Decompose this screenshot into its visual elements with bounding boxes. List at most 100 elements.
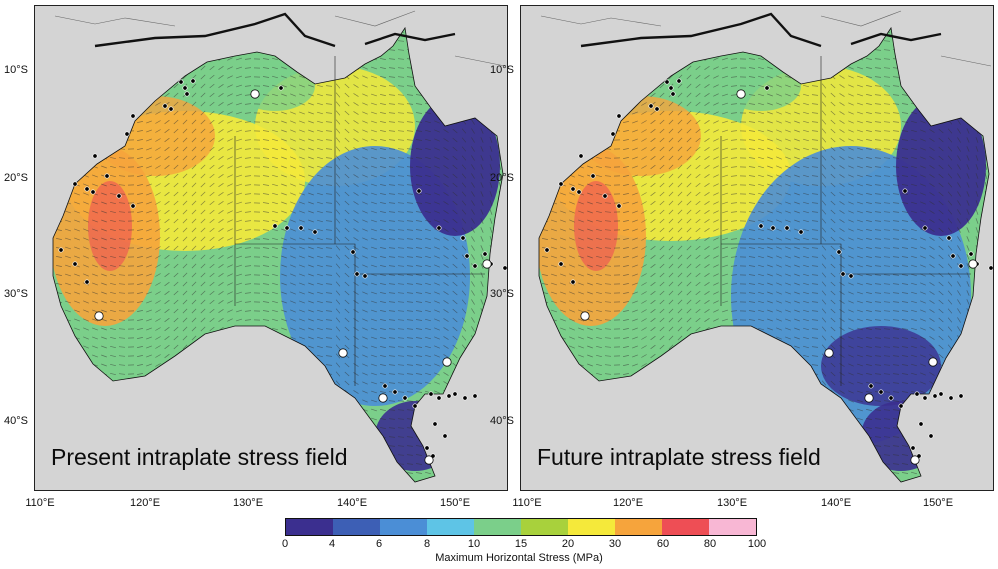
earthquake-marker: [668, 85, 674, 91]
earthquake-marker: [938, 391, 944, 397]
lon-tick-label: 150°E: [922, 497, 954, 509]
lon-tick-label: 110°E: [25, 497, 55, 509]
earthquake-marker: [836, 249, 842, 255]
plate-boundary: [580, 12, 942, 48]
earthquake-marker: [922, 225, 928, 231]
earthquake-marker: [90, 189, 96, 195]
earthquake-marker: [272, 223, 278, 229]
colorbar-tick: 30: [608, 538, 622, 550]
earthquake-marker: [350, 249, 356, 255]
earthquake-marker: [436, 395, 442, 401]
colorbar-tick: 10: [467, 538, 481, 550]
earthquake-marker: [84, 279, 90, 285]
lon-tick-label: 120°E: [612, 497, 644, 509]
lon-tick-label: 130°E: [716, 497, 748, 509]
earthquake-marker: [354, 271, 360, 277]
lat-tick-label: 10°S: [490, 64, 514, 76]
plate-boundary: [94, 12, 456, 48]
earthquake-marker: [898, 403, 904, 409]
earthquake-marker: [436, 225, 442, 231]
earthquake-marker: [648, 103, 654, 109]
stress-region-extreme: [88, 181, 132, 271]
earthquake-marker: [888, 395, 894, 401]
earthquake-marker: [654, 106, 660, 112]
earthquake-marker: [424, 445, 430, 451]
earthquake-marker: [928, 433, 934, 439]
earthquake-marker: [558, 261, 564, 267]
city-marker: [968, 259, 978, 269]
colorbar-tick: 15: [514, 538, 528, 550]
colorbar-title: Maximum Horizontal Stress (MPa): [435, 552, 603, 564]
colorbar-segment: [568, 519, 615, 535]
earthquake-marker: [362, 273, 368, 279]
colorbar-segment: [521, 519, 568, 535]
city-marker: [824, 348, 834, 358]
lon-tick-label: 140°E: [820, 497, 852, 509]
earthquake-marker: [482, 251, 488, 257]
earthquake-marker: [92, 153, 98, 159]
earthquake-marker: [910, 445, 916, 451]
earthquake-marker: [162, 103, 168, 109]
earthquake-marker: [664, 79, 670, 85]
earthquake-marker: [472, 263, 478, 269]
earthquake-marker: [616, 113, 622, 119]
earthquake-marker: [948, 395, 954, 401]
colorbar-segment: [709, 519, 756, 535]
city-marker: [928, 357, 938, 367]
stress-map-present: [35, 6, 507, 490]
earthquake-marker: [278, 85, 284, 91]
earthquake-marker: [868, 383, 874, 389]
lon-tick-label: 140°E: [336, 497, 368, 509]
earthquake-marker: [412, 403, 418, 409]
earthquake-marker: [616, 203, 622, 209]
earthquake-marker: [284, 225, 290, 231]
earthquake-marker: [576, 189, 582, 195]
city-marker: [442, 357, 452, 367]
city-marker: [910, 455, 920, 465]
city-marker: [580, 311, 590, 321]
colorbar-segment: [615, 519, 662, 535]
earthquake-marker: [764, 85, 770, 91]
earthquake-marker: [958, 393, 964, 399]
stress-map-future: [521, 6, 993, 490]
colorbar-segment: [427, 519, 474, 535]
stress-orientation-ticks: [539, 29, 988, 482]
earthquake-marker: [610, 131, 616, 137]
lat-tick-label: 10°S: [4, 64, 28, 76]
panel-label: Present intraplate stress field: [51, 444, 348, 470]
earthquake-marker: [758, 223, 764, 229]
earthquake-marker: [428, 391, 434, 397]
map-panel-present: Present intraplate stress field: [34, 5, 508, 491]
earthquake-marker: [590, 173, 596, 179]
earthquake-markers: [58, 78, 507, 465]
earthquake-marker: [190, 78, 196, 84]
earthquake-marker: [442, 433, 448, 439]
earthquake-marker: [462, 395, 468, 401]
earthquake-marker: [918, 421, 924, 427]
earthquake-marker: [922, 395, 928, 401]
earthquake-marker: [472, 393, 478, 399]
earthquake-marker: [558, 181, 564, 187]
earthquake-marker: [182, 85, 188, 91]
earthquake-marker: [676, 78, 682, 84]
earthquake-marker: [104, 173, 110, 179]
lat-tick-label: 30°S: [4, 288, 28, 300]
lon-tick-label: 130°E: [232, 497, 264, 509]
lon-tick-label: 120°E: [129, 497, 161, 509]
earthquake-marker: [464, 253, 470, 259]
earthquake-marker: [116, 193, 122, 199]
city-marker: [338, 348, 348, 358]
colorbar-segment: [474, 519, 521, 535]
lat-tick-label: 20°S: [4, 172, 28, 184]
earthquake-marker: [312, 229, 318, 235]
lon-tick-label: 150°E: [439, 497, 471, 509]
colorbar-tick: 100: [747, 538, 767, 550]
earthquake-marker: [914, 391, 920, 397]
coastline: [538, 26, 990, 483]
earthquake-marker: [578, 153, 584, 159]
earthquake-marker: [402, 395, 408, 401]
colorbar-tick: 80: [703, 538, 717, 550]
colorbar-tick: 8: [423, 538, 431, 550]
earthquake-marker: [84, 186, 90, 192]
earthquake-marker: [670, 91, 676, 97]
